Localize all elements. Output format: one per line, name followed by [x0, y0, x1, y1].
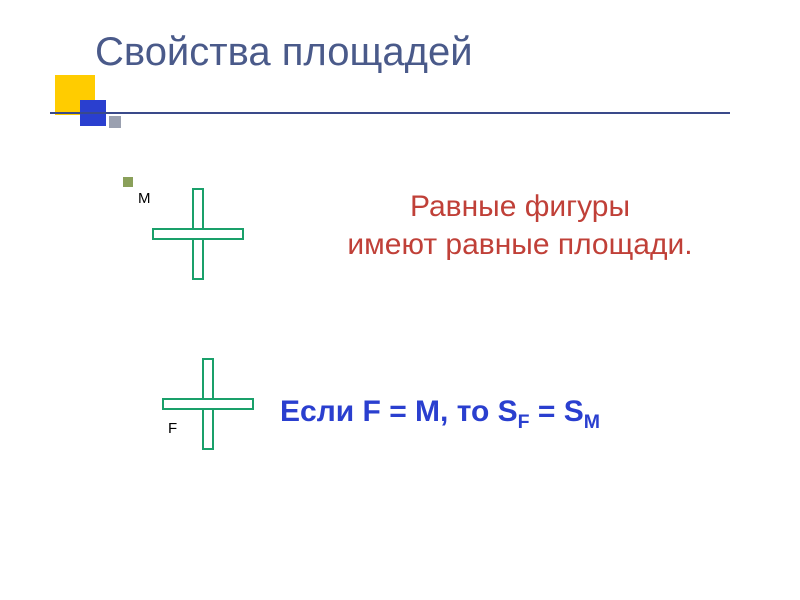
cross-label-f: F [168, 420, 177, 437]
formula-part1: Если F = M, то S [280, 395, 518, 428]
decor-grey-square [109, 116, 121, 128]
horizontal-rule [50, 112, 730, 114]
formula-sub1: F [518, 411, 530, 433]
cross-arm-horizontal [152, 228, 244, 240]
statement-line2: имеют равные площади. [347, 228, 692, 261]
cross-arm-horizontal [162, 398, 254, 410]
cross-label-m: М [138, 190, 151, 207]
slide-title: Свойства площадей [95, 30, 473, 75]
formula-sub2: M [584, 411, 600, 433]
formula-part2: = S [530, 395, 584, 428]
bullet-icon [123, 177, 133, 187]
statement-text: Равные фигуры имеют равные площади. [310, 188, 730, 263]
formula-text: Если F = M, то SF = SM [280, 395, 600, 434]
statement-line1: Равные фигуры [410, 190, 630, 223]
